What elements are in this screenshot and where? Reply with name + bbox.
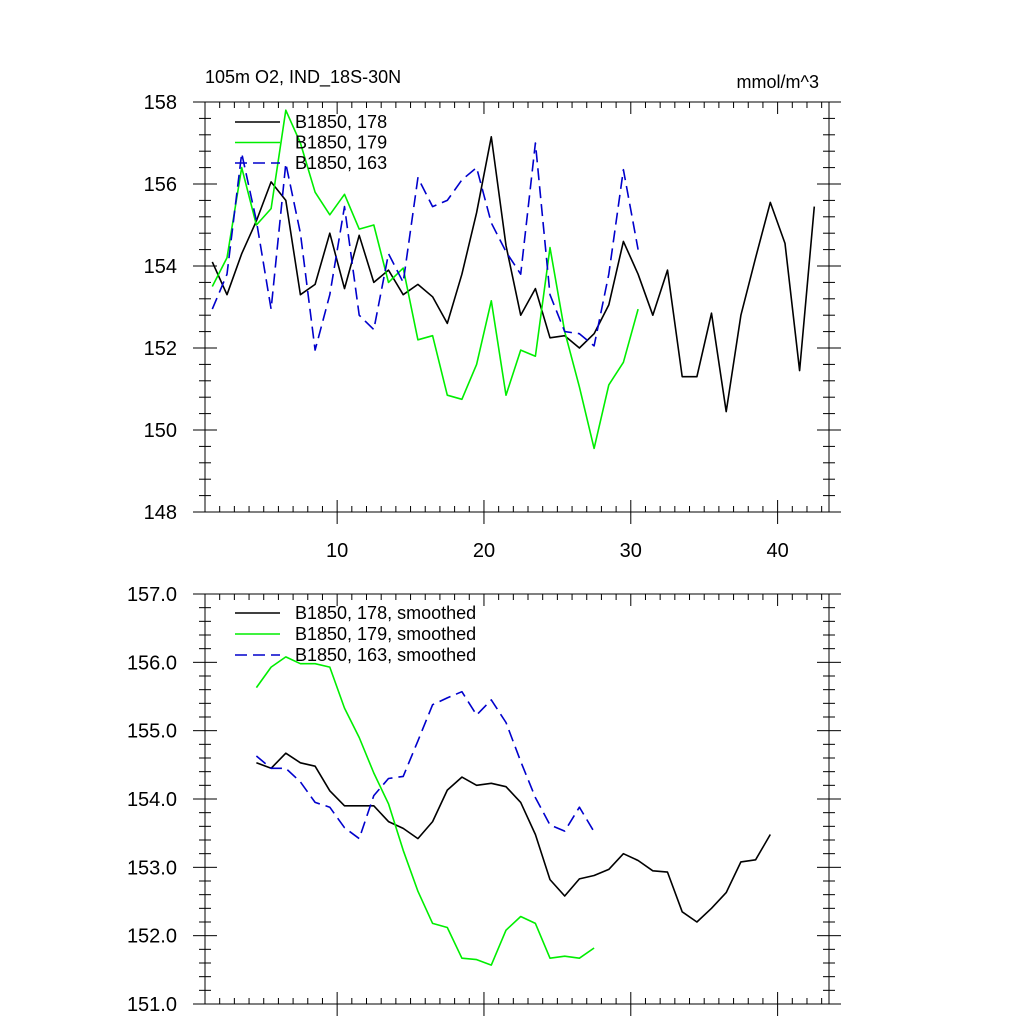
top-x-tick-label: 10 bbox=[326, 540, 348, 562]
top-series-line-2 bbox=[211, 142, 639, 351]
top-y-tick-label: 148 bbox=[144, 502, 177, 524]
bottom-series-lines bbox=[255, 656, 771, 966]
bottom-y-tick-label: 154.0 bbox=[127, 789, 177, 811]
top-legend-label-1: B1850, 179 bbox=[295, 133, 387, 153]
bottom-y-tick-label: 155.0 bbox=[127, 721, 177, 743]
bottom-legend-label-1: B1850, 179, smoothed bbox=[295, 624, 476, 644]
bottom-series-line-2 bbox=[255, 690, 595, 840]
top-y-tick-label: 150 bbox=[144, 420, 177, 442]
bottom-legend-label-0: B1850, 178, smoothed bbox=[295, 603, 476, 623]
top-legend-label-2: B1850, 163 bbox=[295, 153, 387, 173]
bottom-legend-label-2: B1850, 163, smoothed bbox=[295, 645, 476, 665]
bottom-y-tick-label: 152.0 bbox=[127, 926, 177, 948]
bottom-y-tick-label: 157.0 bbox=[127, 584, 177, 606]
top-x-tick-label: 20 bbox=[473, 540, 495, 562]
bottom-ticks: 151.0 152.0 153.0 154.0 155.0 156.0 157.0 bbox=[127, 584, 841, 1016]
top-y-tick-label: 158 bbox=[144, 92, 177, 114]
top-units-label: mmol/m^3 bbox=[737, 72, 819, 92]
bottom-y-tick-label: 156.0 bbox=[127, 652, 177, 674]
top-x-tick-label: 30 bbox=[620, 540, 642, 562]
top-ticks: 10 20 30 40 148 150 152 154 156 158 bbox=[144, 92, 841, 562]
bottom-y-tick-label: 151.0 bbox=[127, 994, 177, 1016]
top-x-tick-label: 40 bbox=[766, 540, 788, 562]
top-series-lines bbox=[211, 109, 816, 450]
bottom-series-line-0 bbox=[256, 752, 771, 923]
top-legend-label-0: B1850, 178 bbox=[295, 112, 387, 132]
top-y-tick-label: 154 bbox=[144, 256, 177, 278]
top-chart-title: 105m O2, IND_18S-30N bbox=[205, 67, 401, 88]
top-plot-frame bbox=[204, 101, 830, 513]
top-series-line-1 bbox=[211, 109, 639, 450]
bottom-panel: 151.0 152.0 153.0 154.0 155.0 156.0 157.0 B185… bbox=[127, 584, 841, 1016]
top-y-tick-label: 156 bbox=[144, 174, 177, 196]
bottom-y-tick-label: 153.0 bbox=[127, 857, 177, 879]
top-panel: 10 20 30 40 148 150 152 154 156 158 105m O2, IND_… bbox=[144, 67, 841, 562]
top-y-tick-label: 152 bbox=[144, 338, 177, 360]
bottom-series-line-1 bbox=[255, 656, 595, 966]
top-series-line-0 bbox=[211, 136, 816, 413]
